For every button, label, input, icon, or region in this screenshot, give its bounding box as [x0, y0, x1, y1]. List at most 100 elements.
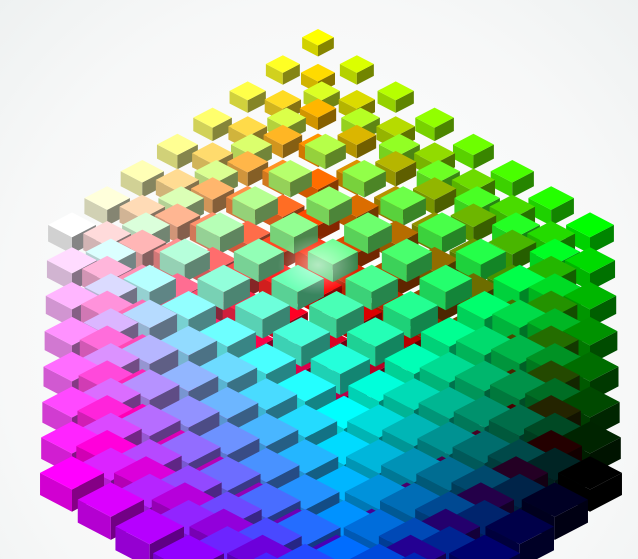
cube-top-face — [158, 186, 204, 210]
cube-right-face — [434, 117, 454, 142]
cube-top-face — [455, 238, 506, 265]
cube-top-face — [40, 456, 104, 490]
cube-top-face — [78, 360, 136, 391]
cube-left-face — [153, 553, 165, 559]
cube-top-face — [77, 482, 144, 517]
cube-right-face — [149, 278, 176, 311]
cube-top-face — [161, 291, 216, 320]
cube-top-face — [123, 264, 176, 293]
color-cube — [197, 264, 250, 311]
cube-left-face — [265, 64, 283, 85]
cube-right-face — [434, 188, 457, 215]
cube-right-face — [551, 198, 574, 226]
cube-top-face — [377, 81, 414, 101]
cube-lattice-group — [40, 29, 622, 559]
color-cube — [452, 133, 494, 170]
cube-right-face — [442, 224, 466, 254]
cube-top-face — [80, 412, 142, 445]
cube-top-face — [342, 160, 386, 183]
cube-top-face — [154, 203, 201, 228]
color-cube — [232, 186, 278, 226]
cube-left-face — [380, 198, 404, 226]
cube-left-face — [381, 251, 407, 283]
cube-right-face — [318, 108, 337, 131]
cube-right-face — [282, 134, 303, 159]
color-cube — [309, 291, 364, 339]
color-cube — [415, 107, 454, 142]
cube-top-face — [378, 133, 420, 156]
color-cube — [401, 552, 428, 559]
color-cube — [196, 212, 244, 254]
color-cube — [419, 264, 472, 311]
cube-top-face — [159, 238, 210, 265]
color-cube — [120, 160, 164, 198]
cube-top-face — [420, 317, 478, 347]
color-cube — [377, 81, 414, 113]
cube-top-face — [197, 264, 250, 293]
cube-top-face — [523, 325, 579, 355]
cube-top-face — [380, 186, 426, 210]
color-cube — [275, 543, 335, 559]
cube-left-face — [419, 278, 446, 311]
cube-top-face — [122, 212, 170, 238]
cube-top-face — [121, 334, 179, 365]
cube-right-face — [554, 499, 588, 540]
cube-top-face — [339, 55, 374, 73]
cube-right-face — [177, 144, 198, 170]
cube-top-face — [160, 325, 218, 356]
color-cube — [40, 456, 104, 512]
cube-top-face — [270, 212, 318, 238]
cube-top-face — [416, 160, 460, 183]
cube-top-face — [76, 430, 138, 463]
cube-top-face — [337, 124, 377, 145]
cube-top-face — [230, 517, 302, 555]
cube-right-face — [364, 171, 386, 198]
cube-left-face — [196, 224, 220, 254]
cube-top-face — [566, 212, 614, 238]
color-cube — [268, 160, 312, 198]
cube-top-face — [418, 386, 481, 419]
cube-left-face — [84, 198, 108, 226]
cube-left-face — [48, 224, 72, 254]
cube-left-face — [120, 171, 143, 198]
cube-left-face — [45, 295, 72, 328]
color-cube — [490, 160, 534, 198]
cube-top-face — [310, 343, 370, 375]
color-cube — [253, 552, 280, 559]
cube-top-face — [302, 29, 334, 46]
cube-top-face — [558, 456, 622, 490]
cube-top-face — [151, 482, 218, 517]
cube-left-face — [528, 198, 552, 226]
cube-top-face — [155, 168, 200, 192]
cube-top-face — [196, 212, 244, 238]
cube-left-face — [193, 117, 213, 142]
cube-left-face — [304, 144, 326, 170]
cube-top-face — [190, 177, 235, 200]
cube-left-face — [339, 64, 357, 85]
cube-top-face — [412, 177, 457, 200]
cube-top-face — [526, 343, 584, 373]
cube-right-face — [356, 134, 377, 159]
cube-top-face — [268, 160, 312, 183]
cube-top-face — [562, 316, 618, 346]
cube-top-face — [306, 186, 352, 210]
cube-top-face — [189, 508, 258, 545]
cube-right-face — [395, 90, 414, 113]
cube-top-face — [274, 369, 336, 402]
cube-right-face — [473, 215, 497, 243]
cube-top-face — [265, 55, 300, 73]
cube-left-face — [309, 305, 337, 339]
cube-top-face — [564, 247, 616, 274]
cube-top-face — [490, 160, 534, 183]
cube-right-face — [590, 472, 622, 512]
cube-top-face — [344, 474, 414, 510]
cube-left-face — [229, 90, 248, 113]
cube-top-face — [153, 534, 224, 559]
cube-right-face — [255, 198, 278, 226]
cube-top-face — [309, 291, 364, 320]
cube-top-face — [488, 229, 537, 255]
cube-top-face — [529, 238, 580, 265]
cube-top-face — [84, 186, 130, 210]
cube-left-face — [156, 144, 178, 170]
cube-top-face — [450, 203, 497, 228]
